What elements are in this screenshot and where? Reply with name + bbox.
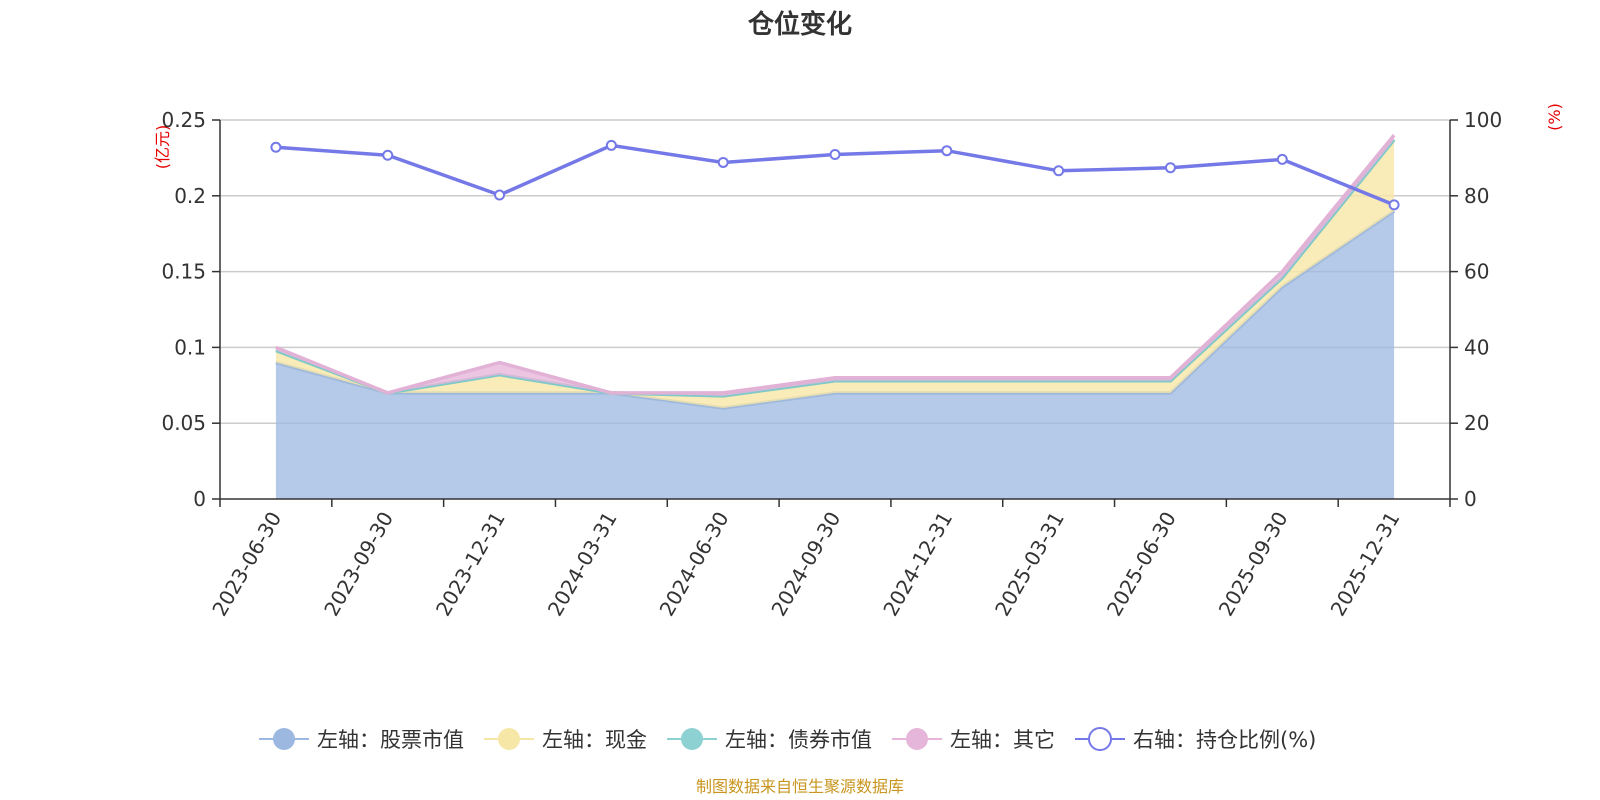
legend-item: 左轴：现金	[484, 728, 647, 752]
ratio-point	[717, 156, 729, 168]
x-axis-tick-label: 2024-09-30	[766, 508, 845, 621]
x-axis-tick-label: 2025-06-30	[1102, 508, 1181, 621]
legend-label: 左轴：其它	[950, 728, 1055, 752]
ratio-line-series	[270, 139, 1400, 211]
left-axis-tick-label: 0.25	[161, 108, 206, 132]
legend-marker	[681, 728, 703, 750]
left-axis-tick-label: 0.2	[174, 184, 206, 208]
x-axis-tick-label: 2024-12-31	[878, 507, 957, 620]
legend-marker	[273, 728, 295, 750]
ratio-point	[382, 149, 394, 161]
ratio-point	[941, 145, 953, 157]
ratio-point	[1388, 199, 1400, 211]
left-axis-tick-label: 0.05	[161, 411, 206, 435]
ratio-point	[1164, 162, 1176, 174]
right-axis-unit: (%)	[1545, 103, 1564, 131]
right-axis-tick-label: 0	[1464, 487, 1477, 511]
legend-item: 右轴：持仓比例(%)	[1075, 727, 1316, 752]
ratio-point	[1276, 153, 1288, 165]
x-axis-tick-label: 2024-03-31	[543, 508, 622, 621]
legend-label: 左轴：现金	[542, 728, 647, 752]
legend-marker	[498, 728, 520, 750]
legend-item: 左轴：股票市值	[259, 728, 464, 752]
right-axis-tick-label: 60	[1464, 260, 1489, 284]
ratio-point	[494, 189, 506, 201]
x-axis-tick-label: 2023-09-30	[319, 508, 398, 621]
ratio-point	[270, 141, 282, 153]
area-左轴：股票市值	[275, 210, 1395, 499]
legend-marker	[1088, 727, 1112, 751]
x-axis-tick-label: 2023-12-31	[431, 507, 510, 620]
x-axis-tick-label: 2025-09-30	[1214, 508, 1293, 621]
legend-item: 左轴：债券市值	[667, 728, 872, 752]
left-axis-tick-label: 0.15	[161, 260, 206, 284]
ratio-point	[1053, 165, 1065, 177]
right-axis-tick-label: 20	[1464, 411, 1489, 435]
chart-title: 仓位变化	[747, 9, 852, 40]
legend-item: 左轴：其它	[892, 728, 1055, 752]
right-axis-tick-label: 100	[1464, 108, 1502, 132]
legend-marker	[906, 728, 928, 750]
area-series	[275, 134, 1396, 499]
ratio-point	[829, 148, 841, 160]
legend: 左轴：股票市值 左轴：现金 左轴：债券市值 左轴：其它 右轴：持仓比例(%)	[259, 727, 1316, 752]
left-axis-unit: (亿元)	[153, 125, 172, 170]
ratio-point	[605, 139, 617, 151]
legend-label: 左轴：债券市值	[725, 728, 872, 752]
legend-label: 右轴：持仓比例(%)	[1133, 728, 1316, 752]
source-note: 制图数据来自恒生聚源数据库	[696, 777, 904, 796]
left-axis-tick-label: 0.1	[174, 335, 206, 359]
right-axis-tick-label: 80	[1464, 184, 1489, 208]
x-axis-tick-label: 2023-06-30	[207, 508, 286, 621]
area-line-左轴：其它	[275, 134, 1396, 395]
x-axis-tick-label: 2025-03-31	[990, 508, 1069, 621]
legend-label: 左轴：股票市值	[317, 728, 464, 752]
x-axis-tick-label: 2025-12-31	[1326, 508, 1405, 621]
x-axis-tick-label: 2024-06-30	[655, 508, 734, 621]
left-axis-tick-label: 0	[193, 487, 206, 511]
right-axis-tick-label: 40	[1464, 335, 1489, 359]
